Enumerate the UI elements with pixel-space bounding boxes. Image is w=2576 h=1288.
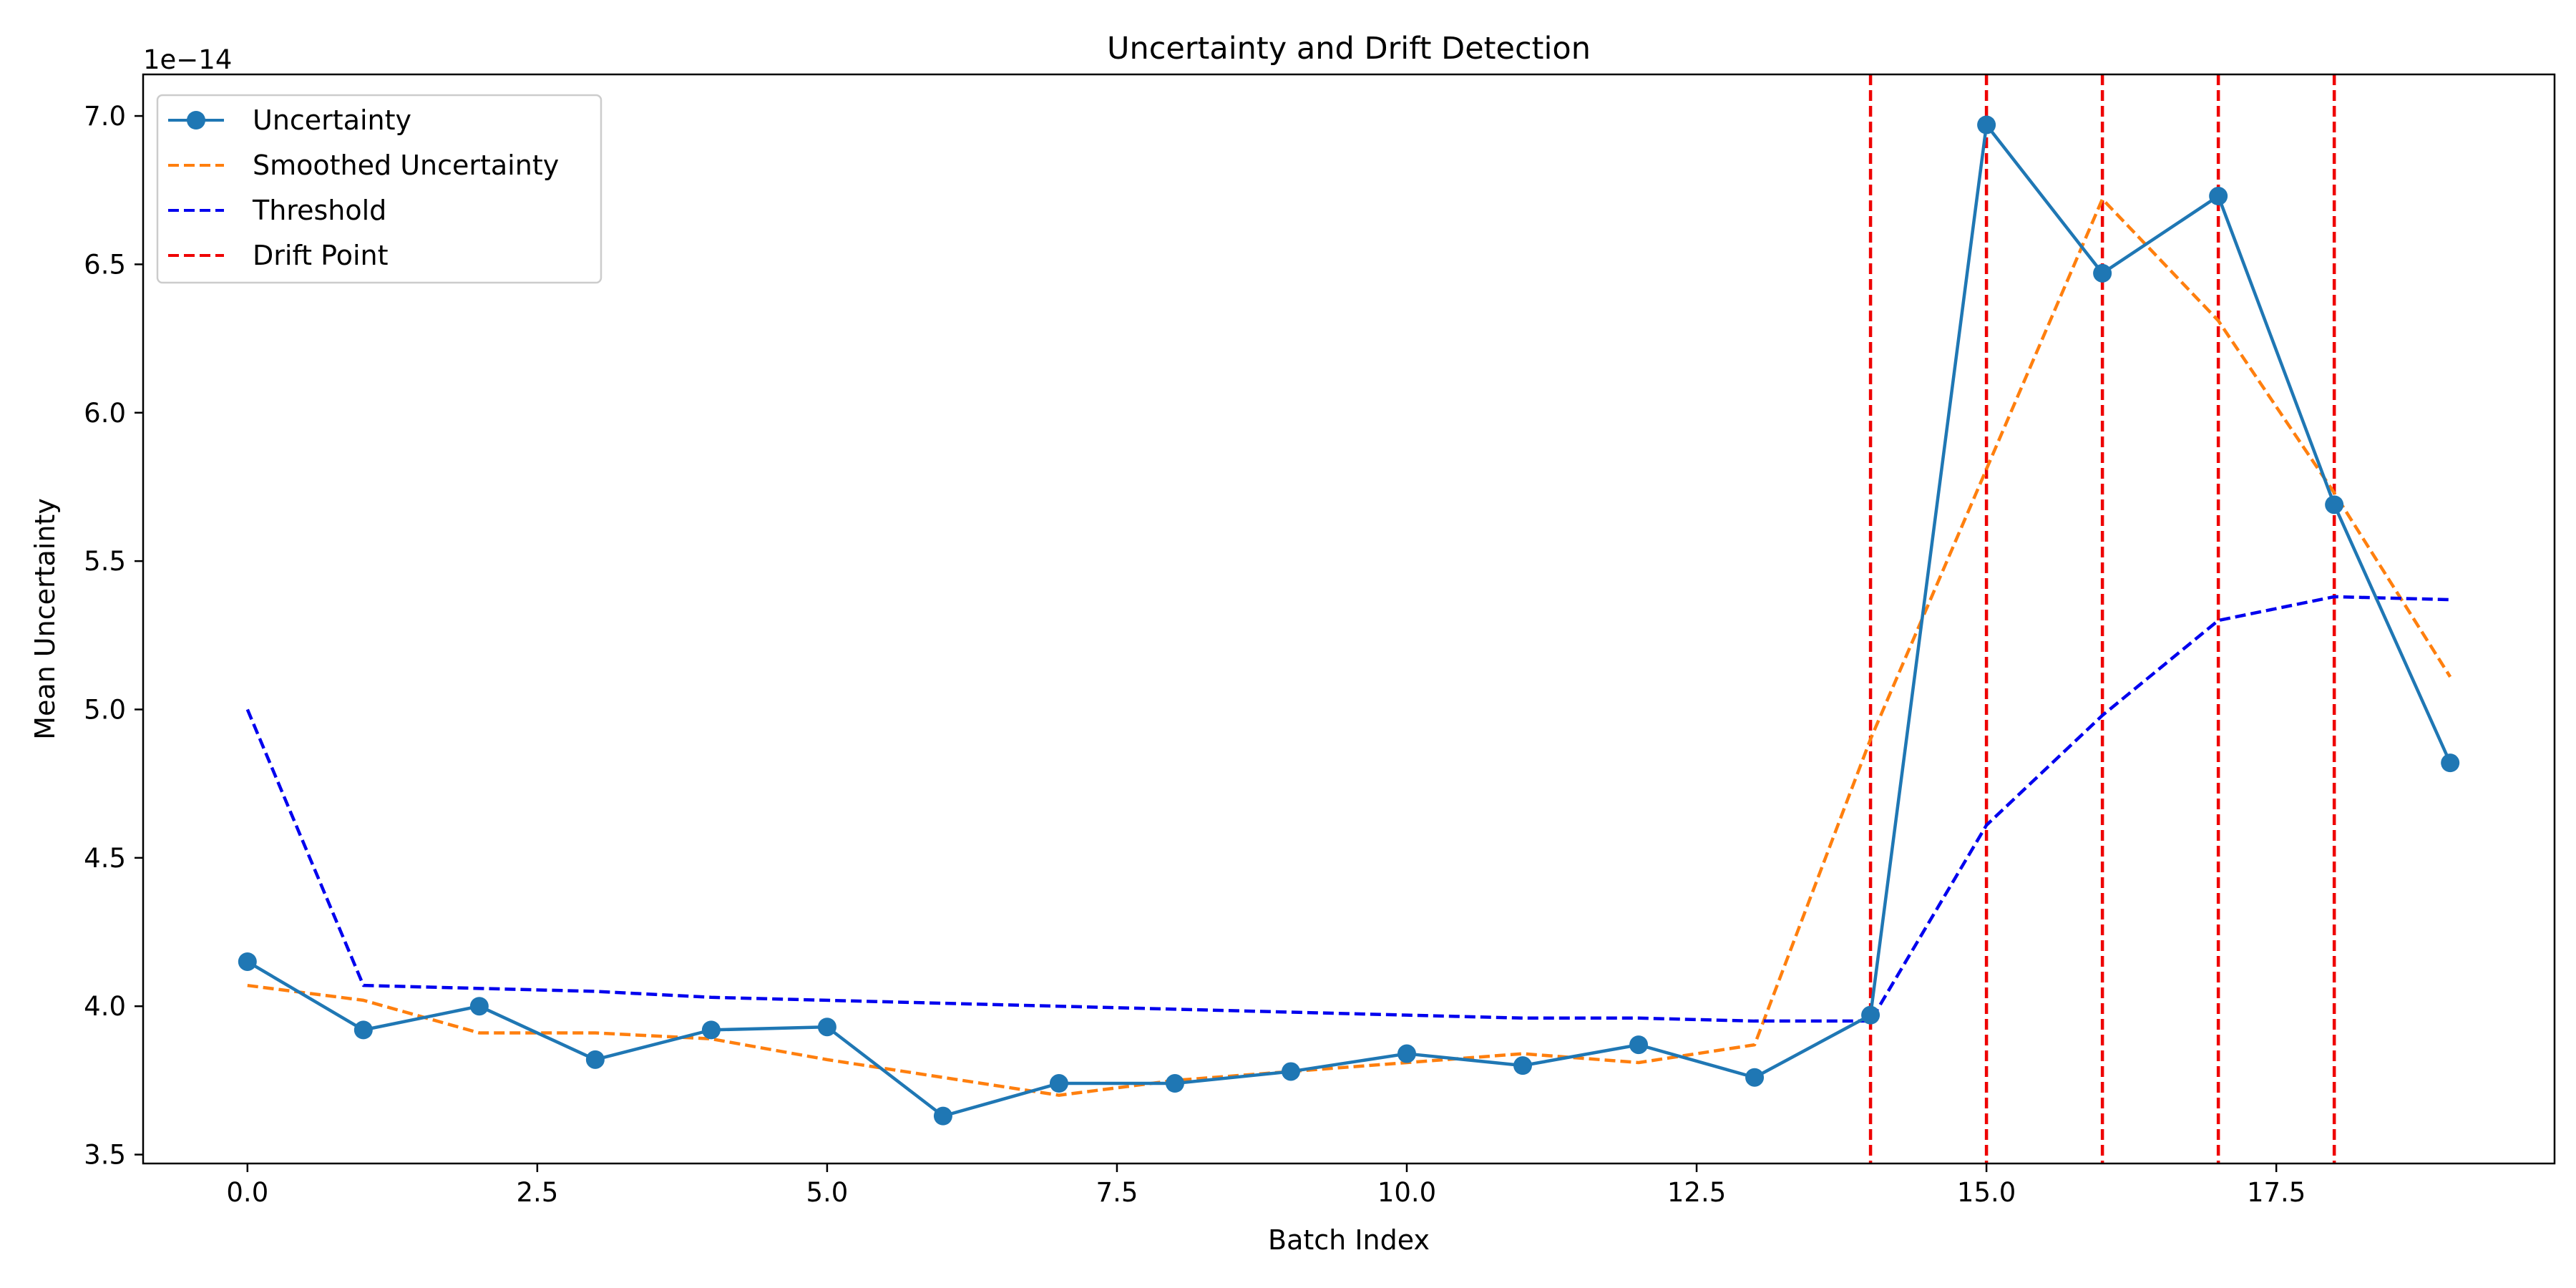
y-tick-label: 5.0: [84, 694, 126, 725]
x-tick-label: 17.5: [2247, 1177, 2306, 1208]
legend-entry-threshold: Threshold: [168, 195, 386, 226]
legend-entry-smoothed-uncertainty: Smoothed Uncertainty: [168, 150, 559, 181]
legend-marker-uncertainty: [187, 111, 205, 130]
x-tick-label: 10.0: [1377, 1177, 1436, 1208]
y-tick-label: 6.0: [84, 398, 126, 429]
uncertainty-point: [1397, 1044, 1417, 1063]
axis-ticks: 0.0 2.5 5.0 7.5 10.0 12.5 15.0 17.5 3.5 4.0 4.5 5.0…: [84, 101, 2306, 1208]
plot-area: [238, 74, 2460, 1163]
y-tick-label: 4.5: [84, 843, 126, 874]
legend-label-smoothed-uncertainty: Smoothed Uncertainty: [253, 150, 559, 181]
uncertainty-point: [2209, 187, 2228, 206]
uncertainty-point: [701, 1020, 721, 1040]
x-tick-label: 12.5: [1667, 1177, 1726, 1208]
uncertainty-point: [1281, 1062, 1300, 1081]
legend-label-threshold: Threshold: [252, 195, 386, 226]
y-tick-label: 3.5: [84, 1140, 126, 1171]
legend-label-uncertainty: Uncertainty: [253, 104, 411, 136]
axes-frame: [142, 73, 2556, 1165]
uncertainty-point: [1049, 1074, 1068, 1093]
uncertainty-point: [1861, 1005, 1880, 1025]
x-tick-label: 5.0: [806, 1177, 848, 1208]
series-threshold-line: [245, 595, 2451, 1023]
y-axis-label: Mean Uncertainty: [29, 498, 61, 740]
y-tick-label: 5.5: [84, 546, 126, 577]
x-tick-label: 7.5: [1096, 1177, 1138, 1208]
uncertainty-point: [2325, 495, 2344, 514]
y-tick-label: 4.0: [84, 991, 126, 1022]
x-tick-label: 15.0: [1957, 1177, 2016, 1208]
uncertainty-point: [585, 1050, 605, 1069]
y-tick-label: 7.0: [84, 101, 126, 132]
series-smoothed-uncertainty-line: [247, 197, 2452, 1097]
x-axis-label: Batch Index: [1268, 1224, 1430, 1256]
y-offset-label: 1e−14: [143, 44, 232, 75]
uncertainty-point: [353, 1020, 373, 1040]
uncertainty-point: [2441, 753, 2460, 773]
uncertainty-point: [1977, 115, 1996, 135]
legend-entry-drift-point: Drift Point: [168, 240, 388, 271]
uncertainty-point: [469, 997, 489, 1016]
legend-box: [156, 94, 602, 284]
y-tick-label: 6.5: [84, 249, 126, 280]
uncertainty-point: [1745, 1068, 1765, 1087]
x-tick-label: 2.5: [516, 1177, 558, 1208]
uncertainty-point: [1513, 1056, 1533, 1075]
series-uncertainty-line: [246, 123, 2452, 1118]
uncertainty-point: [933, 1106, 952, 1126]
x-tick-label: 0.0: [226, 1177, 268, 1208]
legend-label-drift-point: Drift Point: [253, 240, 388, 271]
uncertainty-point: [2093, 263, 2112, 283]
uncertainty-point: [817, 1018, 836, 1037]
uncertainty-point: [238, 952, 257, 971]
chart-title: Uncertainty and Drift Detection: [1107, 31, 1591, 67]
uncertainty-point: [1629, 1035, 1649, 1055]
legend-entry-uncertainty: Uncertainty: [168, 104, 411, 136]
legend: Uncertainty Smoothed Uncertainty Thresho…: [156, 94, 602, 284]
uncertainty-point: [1165, 1074, 1184, 1093]
